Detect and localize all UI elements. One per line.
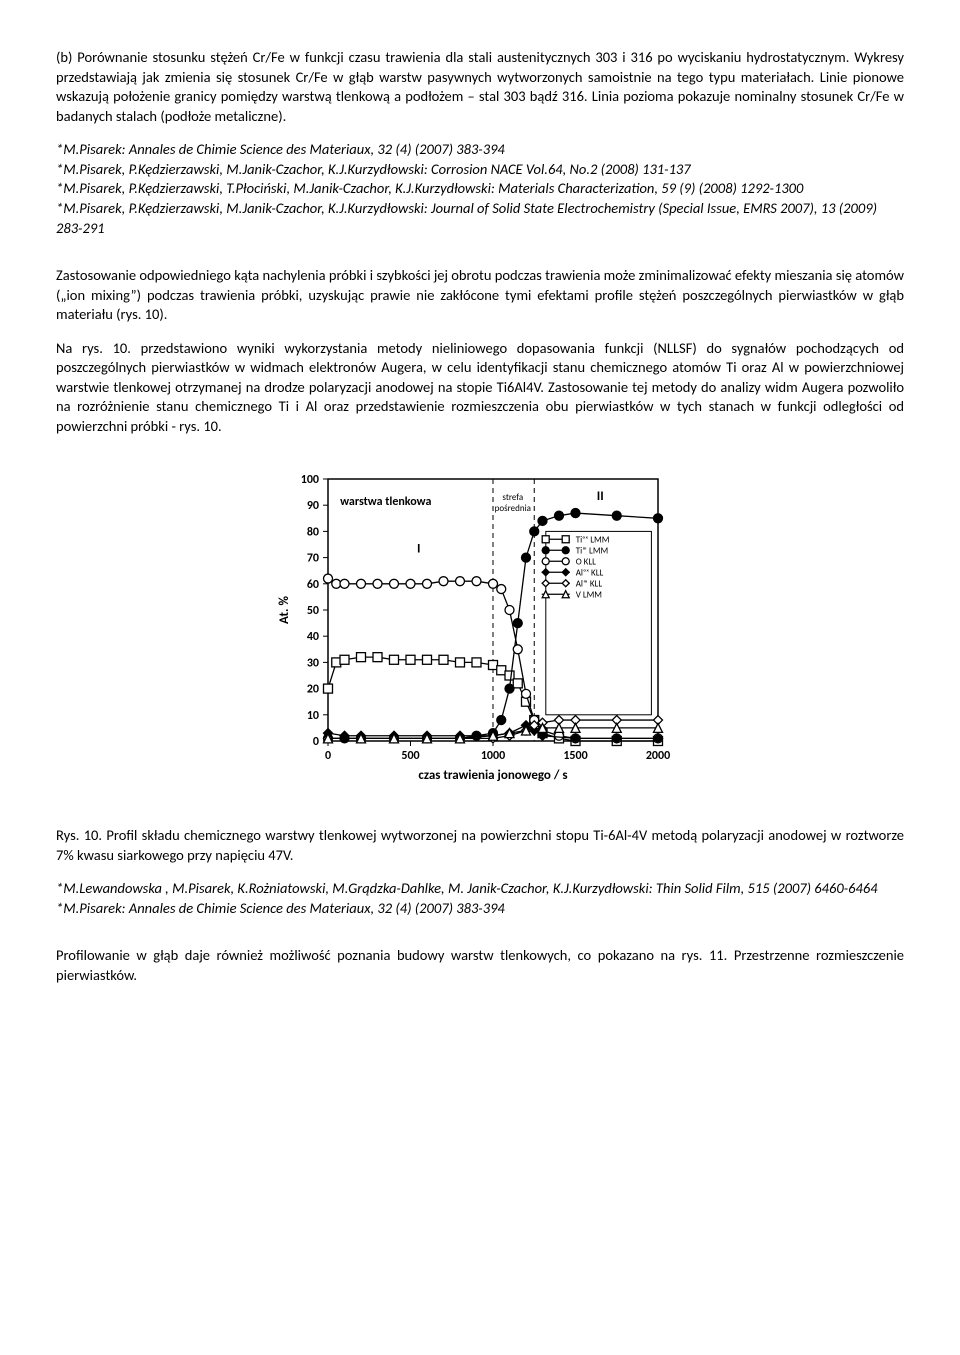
svg-text:Tiᵒˣ LMM: Tiᵒˣ LMM <box>576 534 610 545</box>
svg-text:80: 80 <box>307 525 319 539</box>
svg-text:70: 70 <box>307 551 319 565</box>
paragraph: Profilowanie w głąb daje również możliwo… <box>56 946 904 985</box>
svg-text:At. %: At. % <box>277 595 292 623</box>
svg-text:90: 90 <box>307 499 319 513</box>
svg-text:60: 60 <box>307 577 319 591</box>
svg-text:II: II <box>597 489 604 504</box>
svg-text:50: 50 <box>307 604 319 618</box>
ref-line: *M.Pisarek: Annales de Chimie Science de… <box>56 140 904 160</box>
svg-text:1500: 1500 <box>563 749 587 763</box>
svg-text:500: 500 <box>401 749 419 763</box>
svg-text:strefa: strefa <box>502 492 523 503</box>
svg-text:O KLL: O KLL <box>576 556 596 567</box>
svg-text:czas trawienia jonowego / s: czas trawienia jonowego / s <box>418 768 567 783</box>
figure-caption: Rys. 10. Profil składu chemicznego warst… <box>56 826 904 865</box>
svg-text:0: 0 <box>313 735 319 749</box>
svg-text:Alᵐ KLL: Alᵐ KLL <box>576 578 603 589</box>
svg-text:100: 100 <box>301 473 319 487</box>
depth-profile-chart: 0 500 1000 1500 2000 0 10 20 30 40 50 60 70 80 90 100 cz… <box>270 461 690 791</box>
svg-text:40: 40 <box>307 630 319 644</box>
ref-line: *M.Pisarek: Annales de Chimie Science de… <box>56 899 904 919</box>
figure-10: 0 500 1000 1500 2000 0 10 20 30 40 50 60 70 80 90 100 cz… <box>56 461 904 797</box>
svg-text:1000: 1000 <box>481 749 505 763</box>
caption-b: (b) Porównanie stosunku stężeń Cr/Fe w f… <box>56 48 904 126</box>
ref-line: *M.Pisarek, P.Kędzierzawski, M.Janik-Cza… <box>56 160 904 180</box>
svg-text:V LMM: V LMM <box>576 589 602 600</box>
ref-line: *M.Pisarek, P.Kędzierzawski, T.Płociński… <box>56 179 904 199</box>
svg-text:30: 30 <box>307 656 319 670</box>
svg-text:2000: 2000 <box>646 749 670 763</box>
svg-text:Tiᵐ LMM: Tiᵐ LMM <box>576 545 609 556</box>
svg-text:warstwa tlenkowa: warstwa tlenkowa <box>340 495 431 509</box>
svg-text:20: 20 <box>307 682 319 696</box>
svg-text:0: 0 <box>325 749 331 763</box>
ref-line: *M.Lewandowska , M.Pisarek, K.Rożniatows… <box>56 879 904 899</box>
refs-block-2: *M.Lewandowska , M.Pisarek, K.Rożniatows… <box>56 879 904 918</box>
ref-line: *M.Pisarek, P.Kędzierzawski, M.Janik-Cza… <box>56 199 904 238</box>
svg-text:pośrednia: pośrednia <box>495 503 531 514</box>
svg-text:Alᵒˣ KLL: Alᵒˣ KLL <box>576 567 604 578</box>
paragraph: Na rys. 10. przedstawiono wyniki wykorzy… <box>56 339 904 437</box>
svg-text:I: I <box>417 541 420 556</box>
paragraph: Zastosowanie odpowiedniego kąta nachylen… <box>56 266 904 325</box>
svg-text:10: 10 <box>307 708 319 722</box>
refs-block-1: *M.Pisarek: Annales de Chimie Science de… <box>56 140 904 238</box>
